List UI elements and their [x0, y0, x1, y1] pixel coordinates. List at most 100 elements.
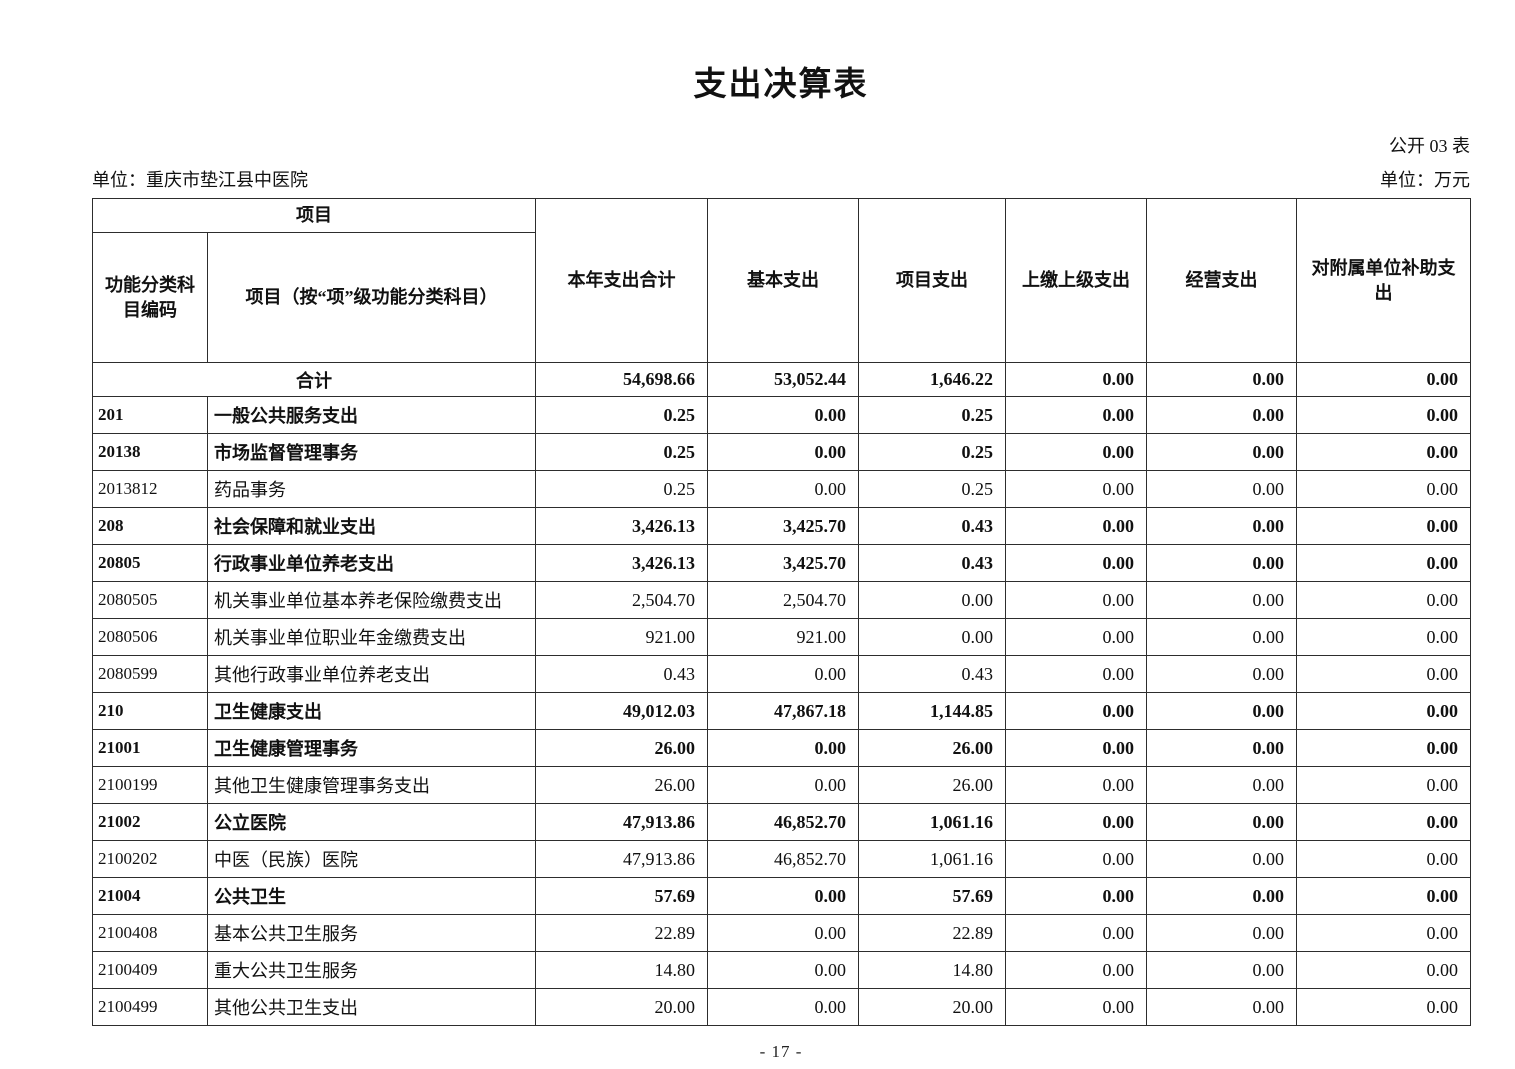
row-code: 2100199 — [92, 766, 208, 804]
row-value: 0.00 — [1005, 507, 1147, 545]
row-name: 公共卫生 — [207, 877, 536, 915]
row-name: 其他卫生健康管理事务支出 — [207, 766, 536, 804]
row-value: 0.00 — [1146, 951, 1297, 989]
table-row: 2100409 重大公共卫生服务 14.80 0.00 14.80 0.00 0.00 0.0… — [92, 951, 1471, 989]
row-value: 3,425.70 — [707, 544, 859, 582]
row-value: 0.00 — [1296, 914, 1471, 952]
row-code: 20805 — [92, 544, 208, 582]
row-value: 0.25 — [858, 470, 1006, 508]
row-code: 21002 — [92, 803, 208, 841]
row-value: 0.00 — [1296, 507, 1471, 545]
row-code: 2080506 — [92, 618, 208, 656]
row-name: 机关事业单位职业年金缴费支出 — [207, 618, 536, 656]
row-value: 0.00 — [1146, 396, 1297, 434]
row-value: 0.00 — [1146, 803, 1297, 841]
row-value: 0.00 — [1146, 544, 1297, 582]
row-value: 0.00 — [1146, 581, 1297, 619]
row-value: 0.00 — [1146, 433, 1297, 471]
row-code: 2080599 — [92, 655, 208, 693]
row-value: 1,144.85 — [858, 692, 1006, 730]
row-code: 2100408 — [92, 914, 208, 952]
row-value: 0.00 — [1005, 951, 1147, 989]
header-row-sub: 功能分类科目编码 项目（按“项”级功能分类科目） — [92, 232, 1471, 363]
row-name: 一般公共服务支出 — [207, 396, 536, 434]
row-name: 行政事业单位养老支出 — [207, 544, 536, 582]
table-row: 2100202 中医（民族）医院 47,913.86 46,852.70 1,061.1… — [92, 840, 1471, 878]
row-value: 0.25 — [858, 433, 1006, 471]
table-row: 21001 卫生健康管理事务 26.00 0.00 26.00 0.00 0.00 0.00 — [92, 729, 1471, 767]
row-value: 46,852.70 — [707, 803, 859, 841]
row-value: 0.00 — [1296, 877, 1471, 915]
table-row: 2013812 药品事务 0.25 0.00 0.25 0.00 0.00 0.00 — [92, 470, 1471, 508]
row-value: 921.00 — [535, 618, 708, 656]
table-row: 2080599 其他行政事业单位养老支出 0.43 0.00 0.43 0.00 0.00 0… — [92, 655, 1471, 693]
row-value: 57.69 — [858, 877, 1006, 915]
row-value: 53,052.44 — [707, 362, 859, 397]
row-value: 0.00 — [1005, 433, 1147, 471]
row-code: 210 — [92, 692, 208, 730]
page-title: 支出决算表 — [693, 67, 869, 103]
row-value: 22.89 — [535, 914, 708, 952]
page-number: - 17 - — [759, 1042, 803, 1061]
row-value: 0.00 — [1005, 729, 1147, 767]
row-value: 47,867.18 — [707, 692, 859, 730]
row-value: 0.00 — [707, 470, 859, 508]
table-row: 210 卫生健康支出 49,012.03 47,867.18 1,144.85 0.00 0… — [92, 692, 1471, 730]
header-project-group: 项目 — [92, 198, 536, 233]
row-value: 2,504.70 — [707, 581, 859, 619]
header-subsidy-expenditure: 对附属单位补助支出 — [1296, 198, 1471, 363]
row-value: 0.00 — [1296, 692, 1471, 730]
row-value: 921.00 — [707, 618, 859, 656]
row-value: 49,012.03 — [535, 692, 708, 730]
row-name: 药品事务 — [207, 470, 536, 508]
unit-currency-label: 单位：万元 — [1380, 170, 1470, 190]
row-value: 0.00 — [1005, 544, 1147, 582]
row-name: 其他公共卫生支出 — [207, 988, 536, 1026]
row-value: 0.00 — [707, 396, 859, 434]
row-value: 14.80 — [858, 951, 1006, 989]
row-value: 0.00 — [1146, 507, 1297, 545]
table-row: 2080506 机关事业单位职业年金缴费支出 921.00 921.00 0.00 0.0… — [92, 618, 1471, 656]
header-operating-expenditure: 经营支出 — [1146, 198, 1297, 363]
row-name: 其他行政事业单位养老支出 — [207, 655, 536, 693]
row-value: 0.00 — [1296, 618, 1471, 656]
unit-line: 单位：重庆市垫江县中医院 单位：万元 — [92, 166, 1470, 192]
row-value: 20.00 — [535, 988, 708, 1026]
row-value: 47,913.86 — [535, 840, 708, 878]
row-value: 0.00 — [1005, 692, 1147, 730]
row-value: 0.00 — [707, 877, 859, 915]
row-value: 0.43 — [858, 655, 1006, 693]
row-value: 0.00 — [1146, 914, 1297, 952]
row-value: 0.00 — [1005, 877, 1147, 915]
row-value: 0.00 — [707, 729, 859, 767]
row-value: 0.00 — [1296, 729, 1471, 767]
row-code: 21004 — [92, 877, 208, 915]
header-project-expenditure: 项目支出 — [858, 198, 1006, 363]
row-value: 0.00 — [1296, 581, 1471, 619]
row-value: 26.00 — [858, 729, 1006, 767]
row-value: 0.00 — [1296, 803, 1471, 841]
row-value: 0.00 — [707, 433, 859, 471]
row-value: 3,426.13 — [535, 507, 708, 545]
table-row: 2080505 机关事业单位基本养老保险缴费支出 2,504.70 2,504.70 0… — [92, 581, 1471, 619]
row-value: 0.00 — [1296, 766, 1471, 804]
header-upturned-expenditure: 上缴上级支出 — [1005, 198, 1147, 363]
row-value: 0.00 — [707, 951, 859, 989]
table-row: 合计 54,698.66 53,052.44 1,646.22 0.00 0.00 0.00 — [92, 362, 1471, 397]
row-value: 0.00 — [1005, 396, 1147, 434]
row-value: 0.00 — [1005, 470, 1147, 508]
row-name: 市场监督管理事务 — [207, 433, 536, 471]
row-name: 机关事业单位基本养老保险缴费支出 — [207, 581, 536, 619]
row-name: 基本公共卫生服务 — [207, 914, 536, 952]
row-value: 14.80 — [535, 951, 708, 989]
row-value: 0.00 — [707, 655, 859, 693]
row-value: 0.43 — [535, 655, 708, 693]
table-row: 21004 公共卫生 57.69 0.00 57.69 0.00 0.00 0.00 — [92, 877, 1471, 915]
row-value: 0.00 — [1146, 766, 1297, 804]
unit-name-label: 单位：重庆市垫江县中医院 — [92, 170, 308, 190]
row-value: 0.00 — [1296, 433, 1471, 471]
row-value: 0.00 — [1296, 362, 1471, 397]
row-name: 公立医院 — [207, 803, 536, 841]
table-row: 20138 市场监督管理事务 0.25 0.00 0.25 0.00 0.00 0.00 — [92, 433, 1471, 471]
